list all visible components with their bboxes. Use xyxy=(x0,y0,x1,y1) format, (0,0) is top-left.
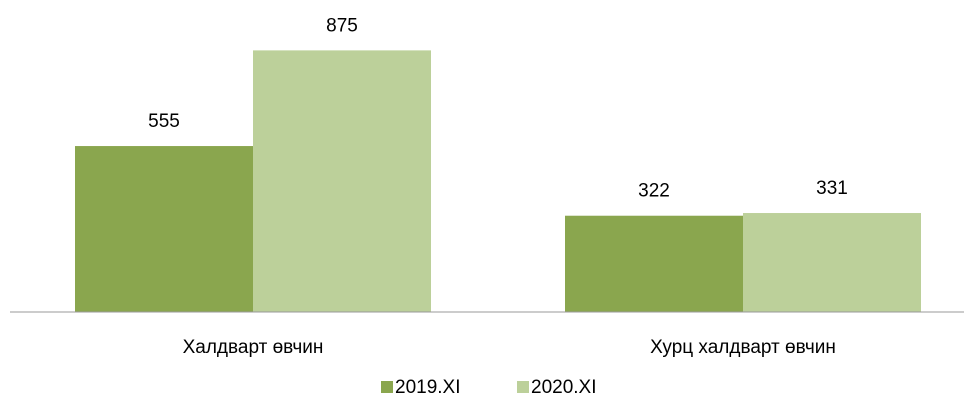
value-label: 555 xyxy=(148,111,180,132)
bar xyxy=(565,215,743,312)
value-label: 875 xyxy=(326,15,358,36)
x-tick-label: Халдварт өвчин xyxy=(183,337,324,358)
legend-label: 2020.XI xyxy=(531,377,597,398)
bar xyxy=(253,50,431,312)
legend-label: 2019.XI xyxy=(395,377,461,398)
bar xyxy=(743,213,921,312)
x-tick-label: Хурц халдварт өвчин xyxy=(650,337,836,358)
legend-swatch xyxy=(381,381,393,393)
bar xyxy=(75,146,253,312)
legend-swatch xyxy=(517,381,529,393)
value-label: 331 xyxy=(816,178,848,199)
value-label: 322 xyxy=(638,181,670,202)
